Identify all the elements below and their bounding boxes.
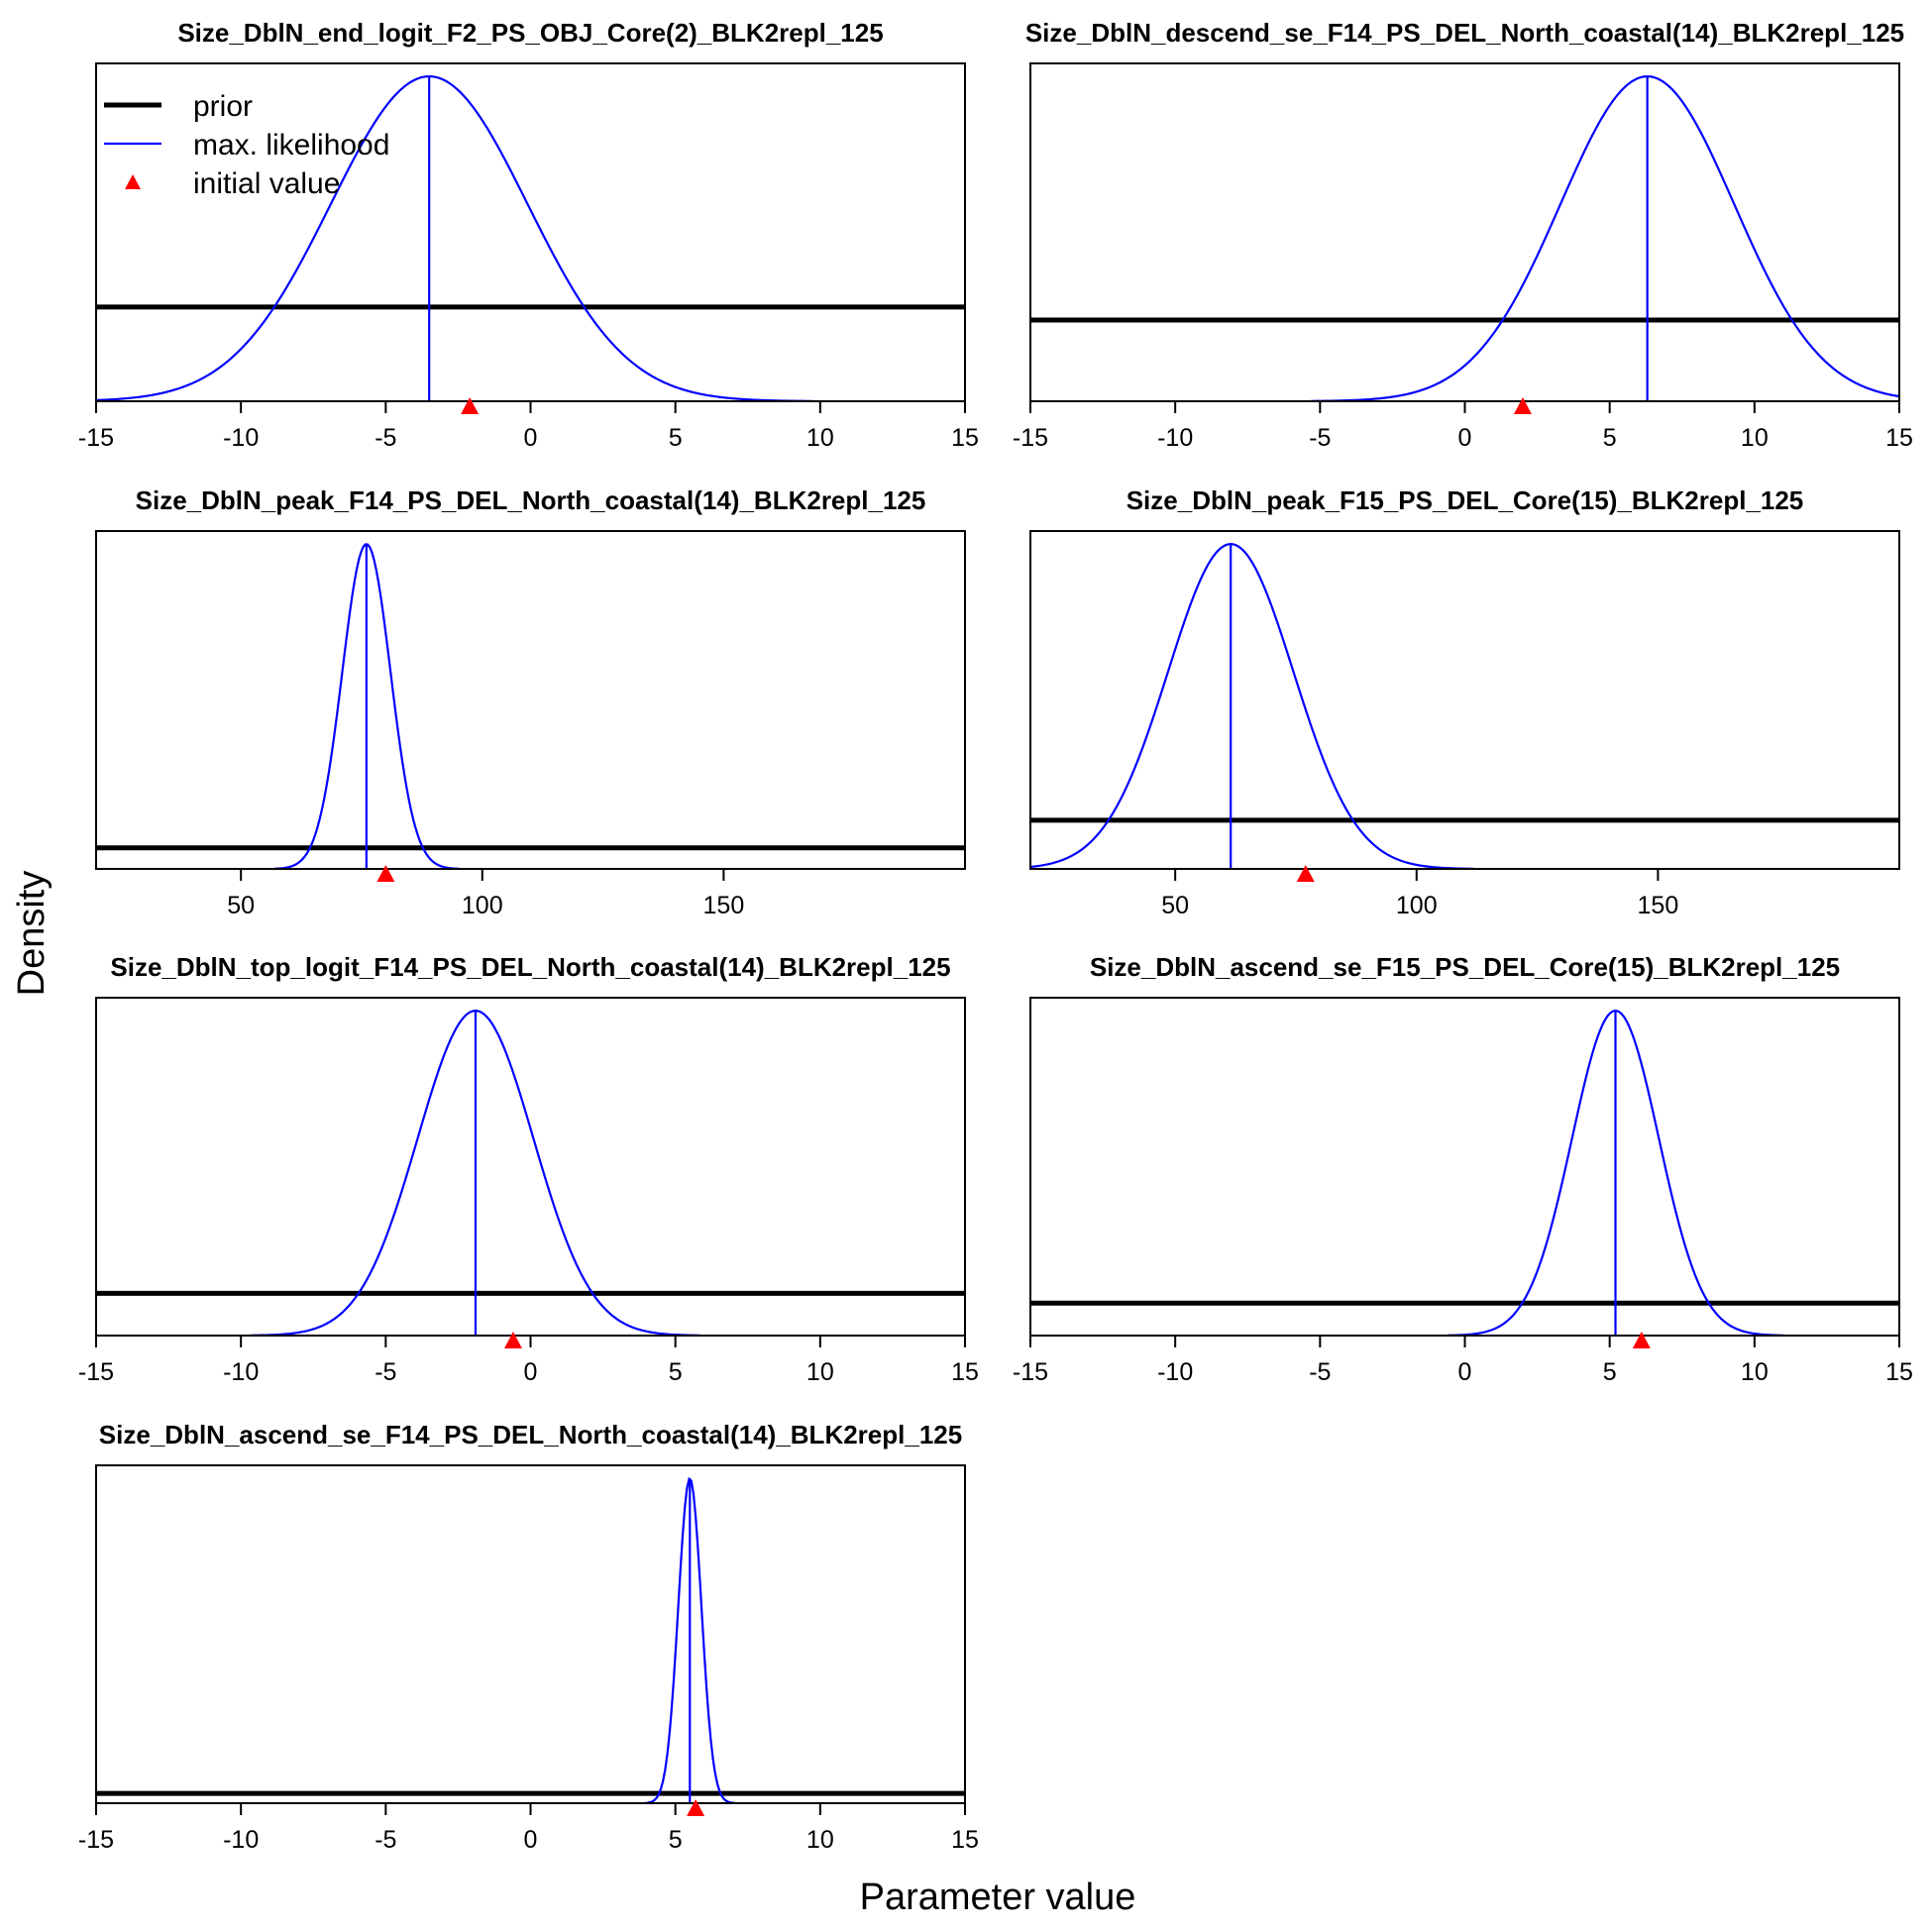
plot-frame [1029, 530, 1900, 870]
plot-frame [1029, 997, 1900, 1337]
x-tick-label: 5 [1603, 1358, 1617, 1386]
x-tick-label: -15 [78, 1358, 114, 1386]
mle-curve [1310, 75, 1900, 402]
x-tick-label: -5 [1309, 1358, 1331, 1386]
initial-value-marker [376, 865, 395, 882]
panel-title: Size_DblN_peak_F14_PS_DEL_North_coastal(… [136, 485, 926, 515]
x-tick-label: -15 [1013, 424, 1048, 452]
panel-title: Size_DblN_descend_se_F14_PS_DEL_North_co… [1025, 18, 1904, 48]
x-tick-label: 0 [524, 1358, 538, 1386]
x-tick-label: -10 [1157, 424, 1193, 452]
x-tick-label: 50 [1161, 892, 1189, 919]
x-tick-label: 15 [951, 1826, 979, 1854]
panel-title: Size_DblN_end_logit_F2_PS_OBJ_Core(2)_BL… [177, 18, 883, 48]
x-tick-label: -5 [375, 1826, 396, 1854]
legend: prior max. likelihood initial value [104, 90, 389, 200]
x-tick-label: 5 [669, 1826, 683, 1854]
x-tick-label: 0 [524, 424, 538, 452]
panel-title: Size_DblN_ascend_se_F15_PS_DEL_Core(15)_… [1090, 952, 1840, 982]
x-axis-title: Parameter value [860, 1877, 1136, 1918]
x-tick-label: -10 [223, 424, 259, 452]
panels: Size_DblN_end_logit_F2_PS_OBJ_Core(2)_BL… [78, 18, 1913, 1854]
panel-title: Size_DblN_peak_F15_PS_DEL_Core(15)_BLK2r… [1127, 485, 1804, 515]
x-tick-label: 15 [1885, 424, 1913, 452]
x-tick-label: 15 [1885, 1358, 1913, 1386]
panel-title: Size_DblN_top_logit_F14_PS_DEL_North_coa… [110, 952, 950, 982]
x-tick-label: -10 [223, 1358, 259, 1386]
x-tick-label: -5 [375, 1358, 396, 1386]
x-tick-label: 10 [806, 1358, 834, 1386]
x-tick-label: 0 [1458, 1358, 1472, 1386]
plot-frame [95, 997, 966, 1337]
panel: Size_DblN_ascend_se_F15_PS_DEL_Core(15)_… [1013, 952, 1913, 1386]
x-tick-label: 10 [1741, 1358, 1769, 1386]
x-tick-label: 150 [703, 892, 745, 919]
x-tick-label: 50 [227, 892, 255, 919]
x-tick-label: 10 [806, 424, 834, 452]
y-axis-title: Density [11, 871, 53, 997]
legend-mle-label: max. likelihood [193, 129, 389, 161]
initial-value-marker [503, 1332, 522, 1348]
legend-init-swatch [125, 174, 141, 189]
x-tick-label: 5 [669, 424, 683, 452]
x-tick-label: -10 [223, 1826, 259, 1854]
x-tick-label: 150 [1638, 892, 1679, 919]
x-tick-label: 0 [524, 1826, 538, 1854]
panel: Size_DblN_peak_F14_PS_DEL_North_coastal(… [95, 485, 966, 919]
x-tick-label: 10 [806, 1826, 834, 1854]
plot-frame [95, 530, 966, 870]
mle-curve [1029, 543, 1474, 870]
x-tick-label: -15 [1013, 1358, 1048, 1386]
x-tick-label: 0 [1458, 424, 1472, 452]
x-tick-label: -5 [375, 424, 396, 452]
panel-title: Size_DblN_ascend_se_F14_PS_DEL_North_coa… [99, 1420, 962, 1449]
x-tick-label: 5 [669, 1358, 683, 1386]
initial-value-marker [461, 397, 480, 414]
x-tick-label: 10 [1741, 424, 1769, 452]
legend-prior-label: prior [193, 90, 253, 123]
panel: Size_DblN_top_logit_F14_PS_DEL_North_coa… [78, 952, 979, 1386]
initial-value-marker [1632, 1332, 1651, 1348]
x-tick-label: -15 [78, 1826, 114, 1854]
x-tick-label: -10 [1157, 1358, 1193, 1386]
plot-frame [1029, 62, 1900, 402]
plot-frame [95, 1464, 966, 1804]
x-tick-label: 100 [1396, 892, 1438, 919]
x-tick-label: -15 [78, 424, 114, 452]
mle-curve [95, 75, 813, 402]
initial-value-marker [687, 1799, 705, 1816]
x-tick-label: -5 [1309, 424, 1331, 452]
legend-init-label: initial value [193, 167, 340, 200]
x-tick-label: 15 [951, 424, 979, 452]
panel: Size_DblN_descend_se_F14_PS_DEL_North_co… [1013, 18, 1913, 452]
panel: Size_DblN_end_logit_F2_PS_OBJ_Core(2)_BL… [78, 18, 979, 452]
panel: Size_DblN_ascend_se_F14_PS_DEL_North_coa… [78, 1420, 979, 1854]
initial-value-marker [1296, 865, 1315, 882]
x-tick-label: 15 [951, 1358, 979, 1386]
initial-value-marker [1513, 397, 1532, 414]
x-tick-label: 100 [462, 892, 503, 919]
panel: Size_DblN_peak_F15_PS_DEL_Core(15)_BLK2r… [1029, 485, 1900, 919]
x-tick-label: 5 [1603, 424, 1617, 452]
